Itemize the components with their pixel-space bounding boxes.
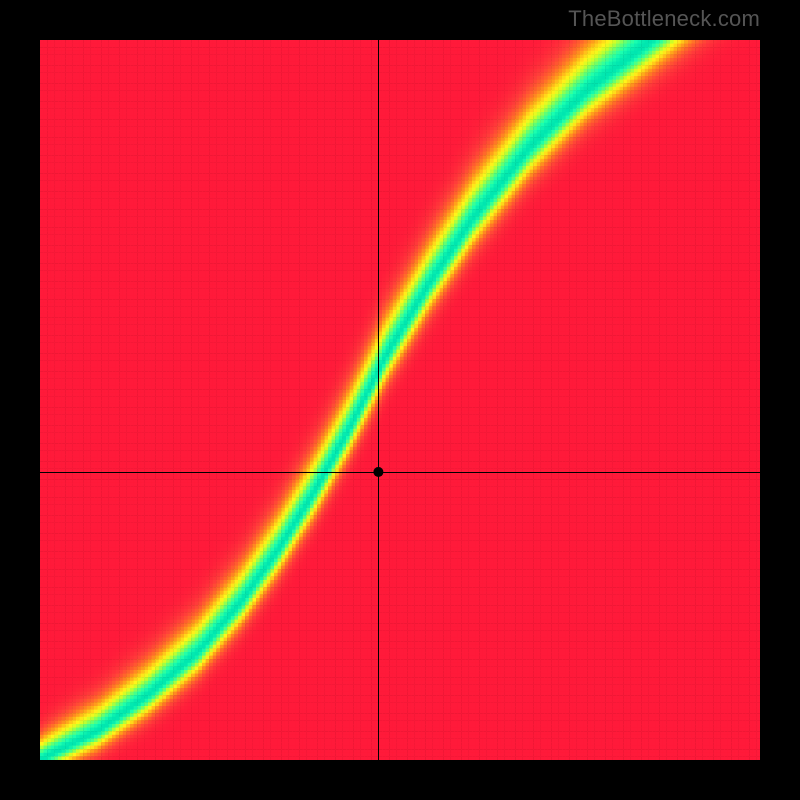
watermark-text: TheBottleneck.com xyxy=(568,6,760,32)
chart-container: TheBottleneck.com xyxy=(0,0,800,800)
crosshair-overlay xyxy=(40,40,760,760)
